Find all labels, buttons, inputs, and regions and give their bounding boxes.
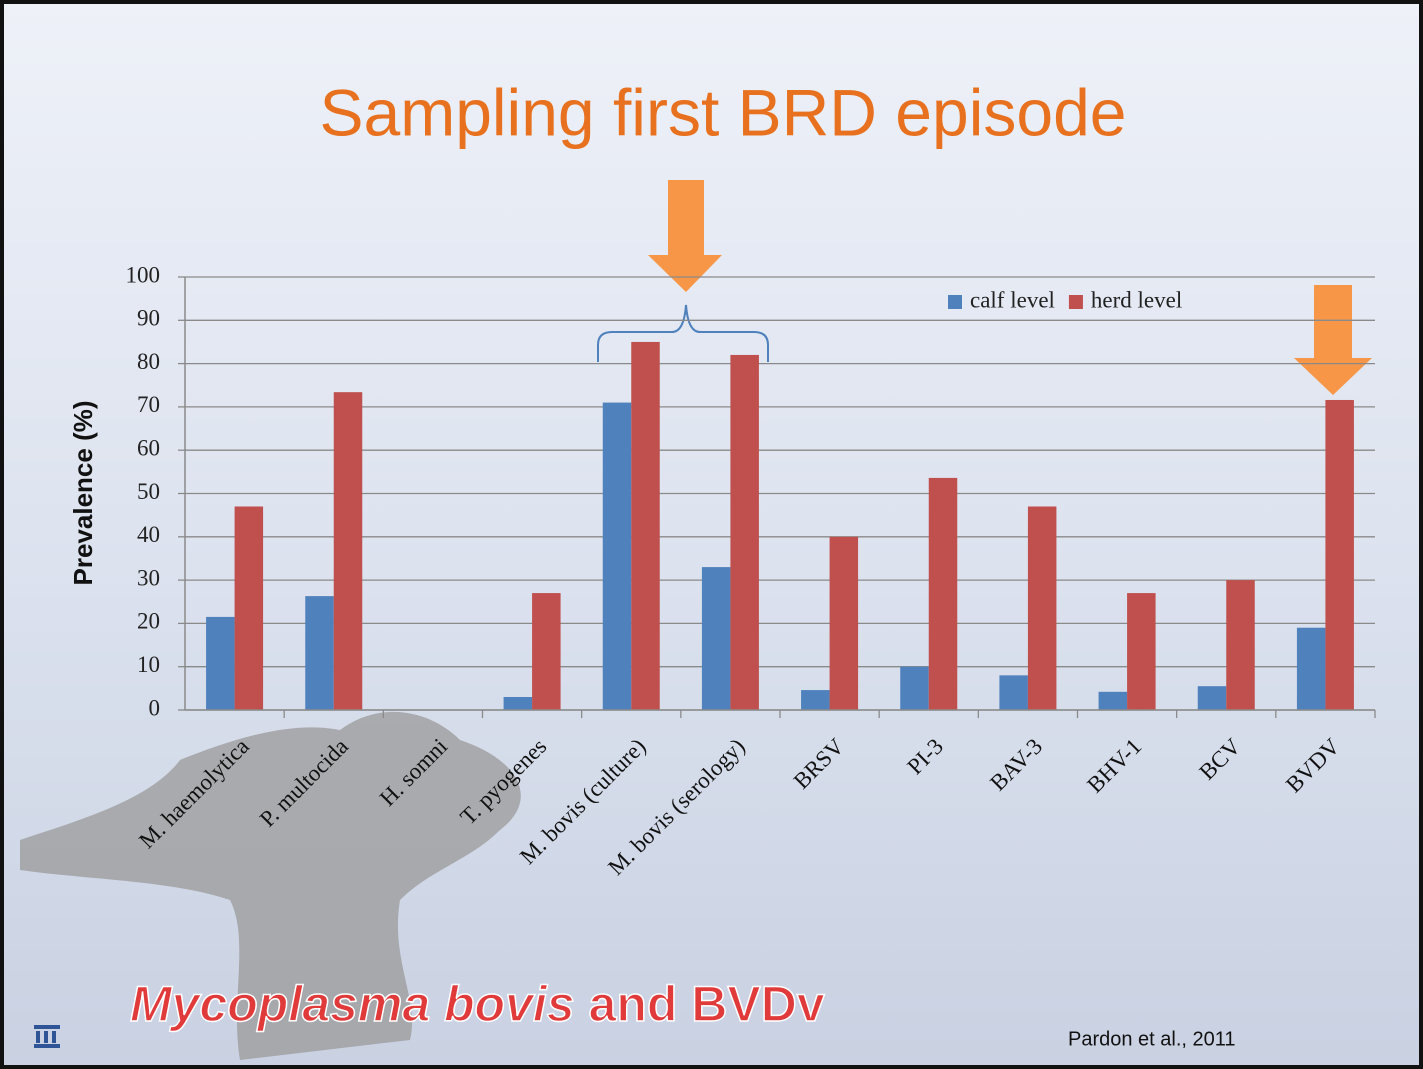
footer-heading: Mycoplasma bovis and BVDv — [130, 976, 825, 1032]
bar — [631, 342, 660, 710]
bar — [1099, 692, 1128, 710]
slide-background — [2, 2, 1421, 1067]
bar — [1325, 400, 1354, 710]
page: {"chart_data": { "type": "bar", "title":… — [0, 0, 1423, 1069]
citation: Pardon et al., 2011 — [1068, 1028, 1236, 1050]
y-tick-label: 60 — [137, 435, 160, 460]
y-tick-label: 40 — [137, 522, 160, 547]
legend-swatch — [948, 295, 962, 309]
bar — [999, 675, 1028, 710]
bar — [305, 596, 334, 710]
y-tick-label: 80 — [137, 349, 160, 374]
bar — [830, 537, 859, 710]
bar — [702, 567, 731, 710]
bar — [603, 403, 632, 710]
y-tick-label: 50 — [137, 479, 160, 504]
y-tick-label: 10 — [137, 652, 160, 677]
legend-swatch — [1069, 295, 1083, 309]
bar — [801, 690, 830, 710]
y-axis-label: Prevalence (%) — [68, 401, 98, 586]
bar — [206, 617, 235, 710]
slide: Sampling first BRD episode Prevalence (%… — [0, 0, 1423, 1069]
bar — [900, 667, 929, 710]
bar — [504, 697, 533, 710]
legend-label: herd level — [1091, 287, 1182, 312]
bar — [235, 506, 263, 710]
bar — [532, 593, 561, 710]
footer-italic: Mycoplasma bovis — [130, 976, 575, 1032]
y-tick-label: 100 — [126, 262, 161, 287]
footer-regular: and BVDv — [589, 976, 825, 1032]
y-tick-label: 90 — [137, 306, 160, 331]
legend-label: calf level — [970, 287, 1055, 312]
bar — [1028, 506, 1057, 710]
y-tick-label: 70 — [137, 392, 160, 417]
chart-title: Sampling first BRD episode — [319, 75, 1126, 149]
bar — [334, 392, 363, 710]
bar — [1127, 593, 1156, 710]
y-tick-label: 30 — [137, 565, 160, 590]
bar — [730, 355, 759, 710]
y-tick-label: 20 — [137, 609, 160, 634]
bar — [1198, 686, 1227, 710]
bar — [1297, 628, 1326, 710]
bar — [929, 478, 958, 710]
bar — [1226, 580, 1255, 710]
y-tick-label: 0 — [149, 695, 161, 720]
